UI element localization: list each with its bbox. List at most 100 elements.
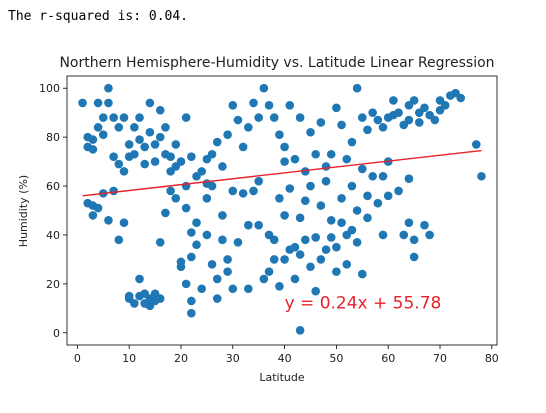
regression-line bbox=[82, 149, 482, 197]
data-point bbox=[254, 176, 263, 186]
data-point bbox=[285, 101, 295, 110]
x-axis-label: Latitude bbox=[259, 371, 305, 384]
data-point bbox=[394, 108, 403, 117]
data-point bbox=[140, 142, 150, 152]
data-point bbox=[326, 149, 336, 159]
data-point bbox=[363, 125, 372, 135]
data-point bbox=[135, 274, 144, 284]
data-point bbox=[316, 255, 326, 264]
data-point bbox=[228, 284, 238, 294]
data-point bbox=[285, 184, 295, 193]
data-point bbox=[326, 233, 336, 242]
data-point bbox=[166, 152, 175, 161]
data-point bbox=[321, 162, 331, 171]
data-point bbox=[249, 98, 258, 108]
cell-output-text: The r-squared is: 0.04. bbox=[8, 9, 189, 24]
data-point bbox=[176, 262, 186, 272]
data-point bbox=[130, 149, 139, 159]
data-point bbox=[238, 142, 248, 152]
data-point bbox=[316, 118, 326, 127]
data-point bbox=[368, 171, 377, 181]
data-point bbox=[301, 235, 310, 245]
data-point bbox=[306, 262, 315, 272]
data-point bbox=[135, 113, 144, 122]
y-tick-label: 60 bbox=[46, 180, 60, 193]
data-point bbox=[295, 213, 305, 223]
data-point bbox=[88, 145, 98, 154]
data-point bbox=[150, 157, 160, 166]
data-point bbox=[187, 308, 196, 318]
data-point bbox=[104, 215, 113, 225]
data-point bbox=[326, 215, 336, 225]
data-point bbox=[275, 130, 284, 139]
data-point bbox=[135, 135, 144, 144]
data-point bbox=[181, 203, 191, 213]
data-point bbox=[254, 220, 263, 230]
data-point bbox=[409, 252, 419, 262]
data-point bbox=[290, 274, 300, 284]
data-point bbox=[394, 186, 403, 196]
data-point bbox=[254, 113, 263, 122]
y-tick-label: 80 bbox=[46, 131, 60, 144]
data-point bbox=[145, 98, 155, 108]
data-point bbox=[269, 113, 279, 122]
data-point bbox=[264, 101, 274, 110]
x-tick-label: 80 bbox=[485, 352, 499, 365]
data-point bbox=[249, 186, 258, 196]
data-point bbox=[181, 279, 191, 289]
data-point bbox=[352, 237, 362, 247]
data-point bbox=[316, 201, 326, 210]
chart-title: Northern Hemisphere-Humidity vs. Latitud… bbox=[59, 55, 494, 71]
data-point bbox=[378, 171, 388, 181]
data-point bbox=[212, 137, 222, 147]
data-point bbox=[119, 113, 129, 122]
data-point bbox=[207, 260, 217, 269]
data-point bbox=[383, 191, 393, 201]
data-point bbox=[440, 101, 450, 110]
y-tick-label: 20 bbox=[46, 278, 60, 291]
data-point bbox=[223, 255, 232, 264]
data-point bbox=[352, 83, 362, 93]
data-point bbox=[98, 113, 108, 122]
data-point bbox=[187, 296, 196, 306]
data-point bbox=[306, 181, 315, 191]
data-point bbox=[311, 149, 320, 159]
data-point bbox=[358, 113, 367, 122]
x-tick-label: 60 bbox=[381, 352, 395, 365]
data-point bbox=[409, 235, 419, 245]
data-point bbox=[114, 235, 124, 245]
data-point bbox=[233, 237, 243, 247]
data-point bbox=[404, 218, 414, 228]
y-tick-label: 100 bbox=[39, 82, 60, 95]
data-point bbox=[280, 157, 289, 166]
data-point bbox=[269, 255, 279, 264]
data-point bbox=[321, 176, 331, 186]
data-point bbox=[389, 96, 398, 105]
data-point bbox=[130, 299, 139, 308]
y-axis-label: Humidity (%) bbox=[17, 175, 30, 247]
data-point bbox=[477, 171, 486, 181]
data-point bbox=[399, 230, 409, 240]
data-point bbox=[368, 108, 377, 117]
data-point bbox=[420, 103, 429, 113]
data-point bbox=[88, 211, 98, 220]
data-point bbox=[311, 286, 320, 296]
data-point bbox=[218, 235, 227, 245]
data-point bbox=[212, 294, 222, 303]
data-point bbox=[93, 203, 103, 213]
data-point bbox=[197, 284, 206, 294]
data-point bbox=[280, 211, 289, 220]
data-point bbox=[342, 260, 352, 269]
data-point bbox=[430, 115, 440, 125]
data-point bbox=[290, 154, 300, 164]
data-point bbox=[155, 237, 165, 247]
data-point bbox=[358, 164, 367, 174]
data-point bbox=[109, 152, 118, 161]
data-point bbox=[306, 127, 315, 137]
data-point bbox=[280, 255, 289, 264]
x-axis: 0 10 20 30 40 50 60 70 80 bbox=[74, 345, 499, 365]
data-point bbox=[228, 101, 238, 110]
data-point bbox=[155, 105, 165, 115]
data-point bbox=[145, 127, 155, 137]
